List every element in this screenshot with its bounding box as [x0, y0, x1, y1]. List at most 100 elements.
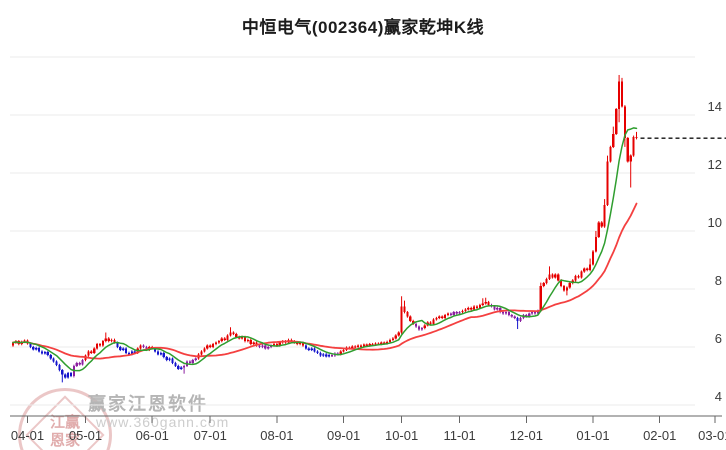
candle-body [620, 81, 624, 107]
candle-body [104, 338, 107, 342]
candle-body [551, 274, 554, 278]
candle-body [516, 318, 519, 321]
candle-body [55, 361, 58, 365]
y-tick-label: 4 [715, 389, 722, 404]
candle-body [539, 286, 542, 311]
x-tick-label: 12-01 [510, 428, 543, 443]
candle-body [342, 349, 345, 352]
candle-body [101, 341, 104, 346]
candle-body [470, 307, 473, 310]
candle-body [475, 306, 479, 308]
candle-body [560, 280, 563, 287]
candle-body [180, 367, 183, 369]
candle-body [557, 274, 560, 281]
candle-body [93, 348, 96, 353]
candle-body [568, 283, 571, 288]
candle-body [162, 352, 165, 358]
candle-body [507, 312, 510, 316]
y-tick-label: 14 [708, 99, 722, 114]
candle-body [75, 362, 78, 366]
candle-body [78, 362, 81, 365]
candle-body [478, 304, 481, 308]
candle-body [301, 342, 305, 346]
x-tick-label: 08-01 [260, 428, 293, 443]
candle-body [174, 362, 177, 366]
candle-body [32, 347, 35, 350]
candle-body [64, 374, 67, 378]
candle-body [635, 136, 638, 139]
candle-body [394, 335, 397, 339]
candle-body [325, 354, 328, 357]
candle-body [464, 309, 467, 311]
candle-body [406, 312, 409, 317]
x-tick-label: 04-01 [11, 428, 44, 443]
candle-body [46, 352, 49, 356]
candle-body [35, 347, 38, 350]
candle-body [354, 346, 357, 348]
y-tick-label: 8 [715, 273, 722, 288]
candle-body [241, 336, 244, 339]
candle-body [467, 307, 470, 310]
candle-body [299, 342, 302, 345]
candle-body [542, 283, 545, 287]
candle-body [432, 319, 435, 324]
candle-body [397, 332, 400, 336]
candle-body [171, 358, 174, 363]
candle-body [502, 312, 505, 314]
candle-body [188, 361, 191, 363]
candle-body [296, 342, 299, 345]
candle-body [359, 345, 363, 347]
candle-body [107, 338, 110, 342]
candle-body [417, 326, 421, 330]
candle-body [444, 315, 447, 318]
x-tick-label: 06-01 [136, 428, 169, 443]
candle-body [40, 351, 44, 354]
candle-body [473, 306, 476, 310]
candle-body [67, 373, 70, 378]
candle-body [531, 312, 534, 314]
candle-body [206, 345, 209, 349]
candle-body [229, 332, 232, 336]
candle-body [142, 345, 145, 347]
candle-body [330, 355, 334, 357]
candle-body [388, 339, 392, 342]
candle-body [481, 303, 484, 305]
candle-body [629, 155, 632, 162]
candle-body [154, 348, 157, 352]
candle-body [357, 345, 360, 347]
candle-body [513, 316, 516, 318]
candle-body [589, 264, 592, 271]
candle-body [362, 344, 365, 347]
x-tick-label: 11-01 [443, 428, 475, 443]
y-tick-label: 10 [708, 215, 722, 230]
candle-body [519, 318, 522, 321]
x-tick-label: 09-01 [327, 428, 360, 443]
candle-body [159, 352, 162, 355]
x-tick-label: 02-01 [643, 428, 676, 443]
candle-body [316, 351, 319, 353]
candle-body [496, 307, 499, 310]
candle-body [586, 268, 589, 271]
candle-body [220, 338, 223, 342]
candle-body [365, 344, 368, 346]
candle-body [29, 343, 32, 347]
candle-body [96, 344, 99, 349]
candle-body [574, 275, 577, 281]
candle-body [487, 302, 490, 305]
candle-body [484, 302, 487, 304]
candle-body [415, 323, 418, 327]
candle-body [194, 358, 197, 361]
candle-body [113, 339, 116, 343]
candle-body [119, 347, 122, 350]
y-axis-labels: 14 12 10 8 6 4 [708, 99, 722, 404]
candle-body [594, 236, 597, 252]
candle-body [191, 360, 194, 363]
seal-text-bottom: 恩家 [49, 432, 80, 449]
candle-body [504, 312, 508, 314]
candle-body [597, 222, 600, 237]
candle-body [310, 348, 313, 350]
candle-body [493, 306, 496, 310]
candle-body [168, 358, 171, 361]
candle-body [322, 354, 325, 356]
candle-body [61, 370, 64, 375]
